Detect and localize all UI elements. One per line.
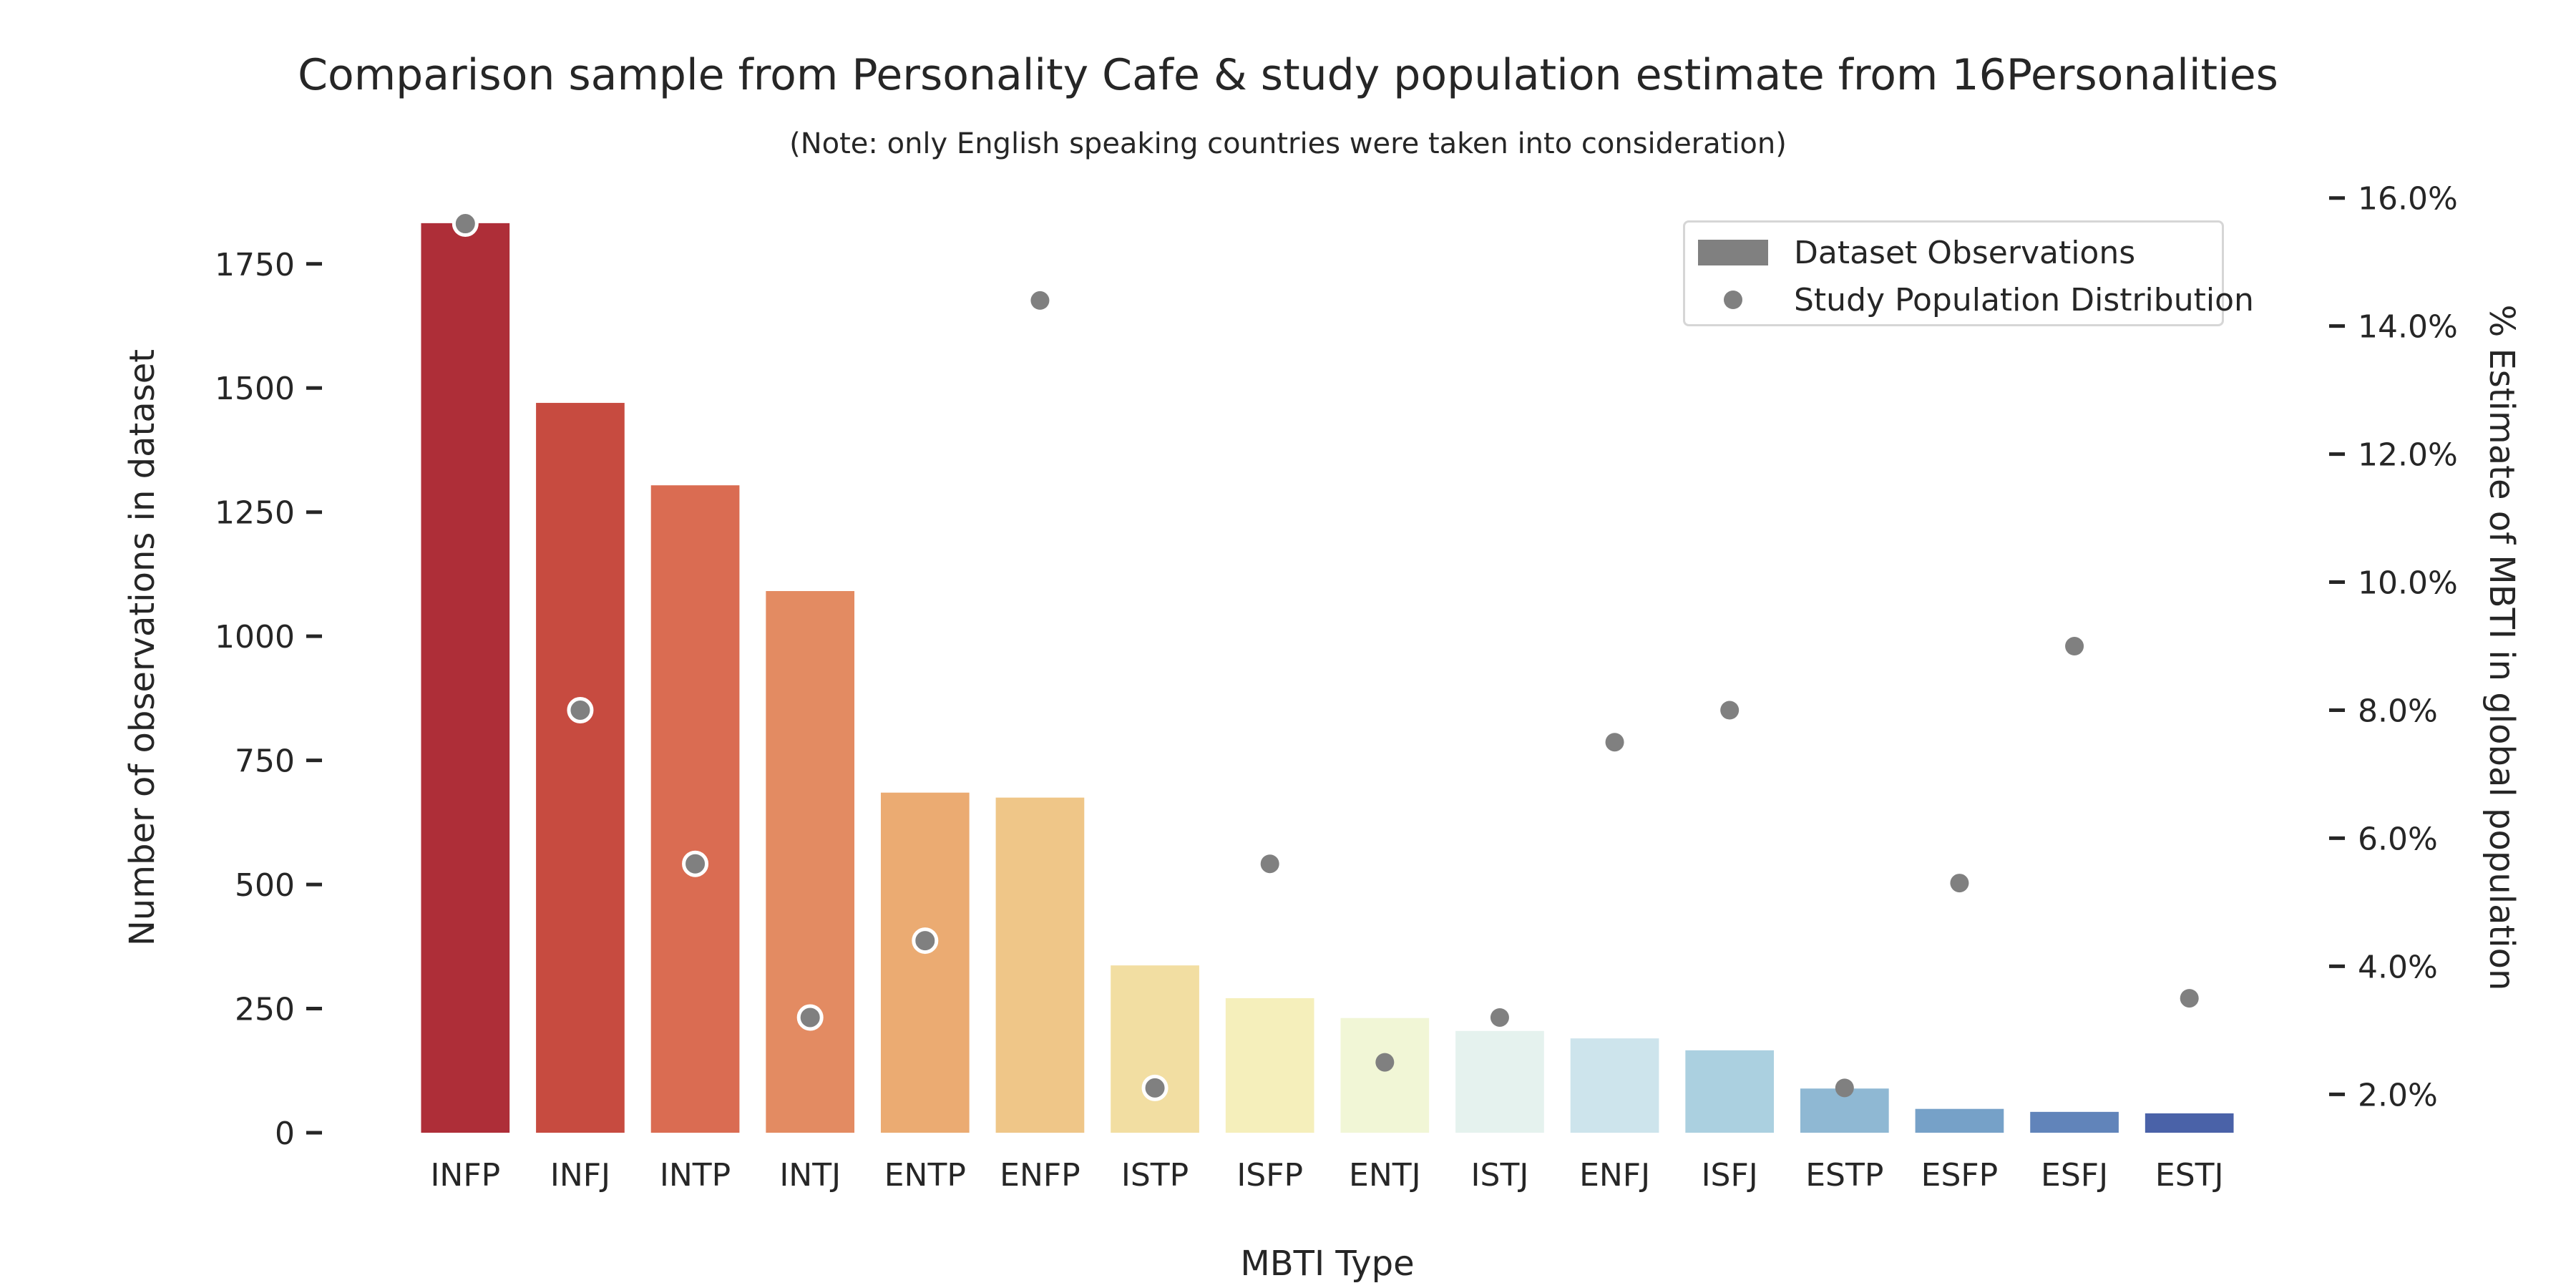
y-tick-label: 1000 — [215, 619, 295, 655]
chart-subtitle: (Note: only English speaking countries w… — [789, 127, 1787, 160]
bar-intj — [766, 591, 855, 1133]
x-tick-label: ISFP — [1236, 1157, 1303, 1194]
bars-layer — [421, 223, 2234, 1133]
x-tick-label: ESFJ — [2041, 1157, 2108, 1194]
point-infp — [452, 210, 479, 238]
x-axis-label: MBTI Type — [1240, 1244, 1414, 1284]
x-tick-label: INFJ — [550, 1157, 610, 1194]
point-intp — [682, 850, 709, 877]
legend-item-points: Study Population Distribution — [1685, 278, 2254, 321]
bar-infj — [536, 403, 625, 1133]
x-tick-label: INTJ — [779, 1157, 841, 1194]
y-tick-label: 1250 — [215, 495, 295, 532]
y2-tick-label: 2.0% — [2358, 1077, 2438, 1113]
point-estj — [2180, 989, 2199, 1008]
x-tick-label: ESTP — [1805, 1157, 1883, 1194]
y-tick-label: 0 — [275, 1116, 295, 1152]
y-axis-right: 2.0% 4.0% 6.0% 8.0% 10.0% 12.0% 14.0% 16.0% — [2329, 181, 2458, 1113]
points-layer — [452, 210, 2199, 1101]
legend-bar-swatch — [1698, 240, 1768, 265]
bar-entp — [880, 792, 970, 1133]
bar-esfj — [2030, 1111, 2119, 1133]
x-tick-label: ESTJ — [2155, 1157, 2224, 1194]
bar-intp — [650, 485, 740, 1133]
y2-tick-label: 8.0% — [2358, 693, 2438, 729]
y2-axis-label: % Estimate of MBTI in global population — [2482, 305, 2522, 991]
bar-istj — [1455, 1030, 1544, 1133]
bar-infp — [421, 223, 510, 1133]
x-axis: INFP INFJ INTP INTJ ENTP ENFP ISTP ISFP ENTJ ISTJ… — [430, 1157, 2223, 1194]
x-tick-label: ESFP — [1921, 1157, 1999, 1194]
x-tick-label: ISTJ — [1471, 1157, 1529, 1194]
bar-enfj — [1570, 1038, 1659, 1133]
bar-entj — [1340, 1018, 1430, 1133]
y2-tick-label: 10.0% — [2358, 565, 2458, 602]
y-tick-label: 1500 — [215, 371, 295, 407]
bar-isfp — [1225, 997, 1314, 1133]
y2-tick-label: 6.0% — [2358, 821, 2438, 857]
point-istp — [1141, 1074, 1169, 1101]
x-tick-label: ISTP — [1121, 1157, 1189, 1194]
chart-legend: Dataset Observations Study Population Di… — [1683, 220, 2254, 326]
y2-tick-label: 12.0% — [2358, 437, 2458, 474]
point-enfj — [1605, 733, 1624, 752]
x-tick-label: INFP — [430, 1157, 500, 1194]
legend-item-bars: Dataset Observations — [1685, 231, 2135, 274]
y-axis-left: 0 250 500 750 1000 1250 1500 1750 — [215, 247, 322, 1152]
bar-estj — [2145, 1113, 2234, 1133]
bar-istp — [1111, 965, 1199, 1133]
y2-tick-label: 4.0% — [2358, 949, 2438, 985]
point-esfp — [1950, 874, 1969, 893]
x-tick-label: ISFJ — [1702, 1157, 1758, 1194]
point-intj — [796, 1004, 824, 1031]
legend-label-bars: Dataset Observations — [1794, 234, 2136, 271]
x-tick-label: ENTJ — [1349, 1157, 1421, 1194]
bar-esfp — [1915, 1108, 2004, 1133]
x-tick-label: ENFP — [1000, 1157, 1080, 1194]
point-isfp — [1260, 854, 1279, 874]
x-tick-label: INTP — [660, 1157, 731, 1194]
point-entj — [1375, 1053, 1395, 1072]
y-tick-label: 1750 — [215, 247, 295, 283]
point-esfj — [2065, 637, 2084, 656]
x-tick-label: ENTP — [884, 1157, 966, 1194]
legend-label-points: Study Population Distribution — [1794, 281, 2254, 318]
point-estp — [1835, 1078, 1854, 1098]
point-infj — [567, 696, 594, 723]
y-axis-label: Number of observations in dataset — [122, 349, 162, 946]
y-tick-label: 500 — [235, 867, 295, 904]
y-tick-label: 250 — [235, 992, 295, 1028]
point-isfj — [1720, 701, 1740, 720]
point-istj — [1490, 1008, 1509, 1027]
point-enfp — [1030, 291, 1050, 310]
bar-enfp — [995, 797, 1085, 1133]
legend-dot-swatch — [1724, 291, 1742, 309]
chart-title: Comparison sample from Personality Cafe … — [298, 50, 2278, 100]
y-tick-label: 750 — [235, 743, 295, 780]
bar-isfj — [1685, 1050, 1775, 1133]
point-entp — [912, 927, 939, 955]
y2-tick-label: 14.0% — [2358, 309, 2458, 346]
y2-tick-label: 16.0% — [2358, 181, 2458, 218]
x-tick-label: ENFJ — [1579, 1157, 1650, 1194]
